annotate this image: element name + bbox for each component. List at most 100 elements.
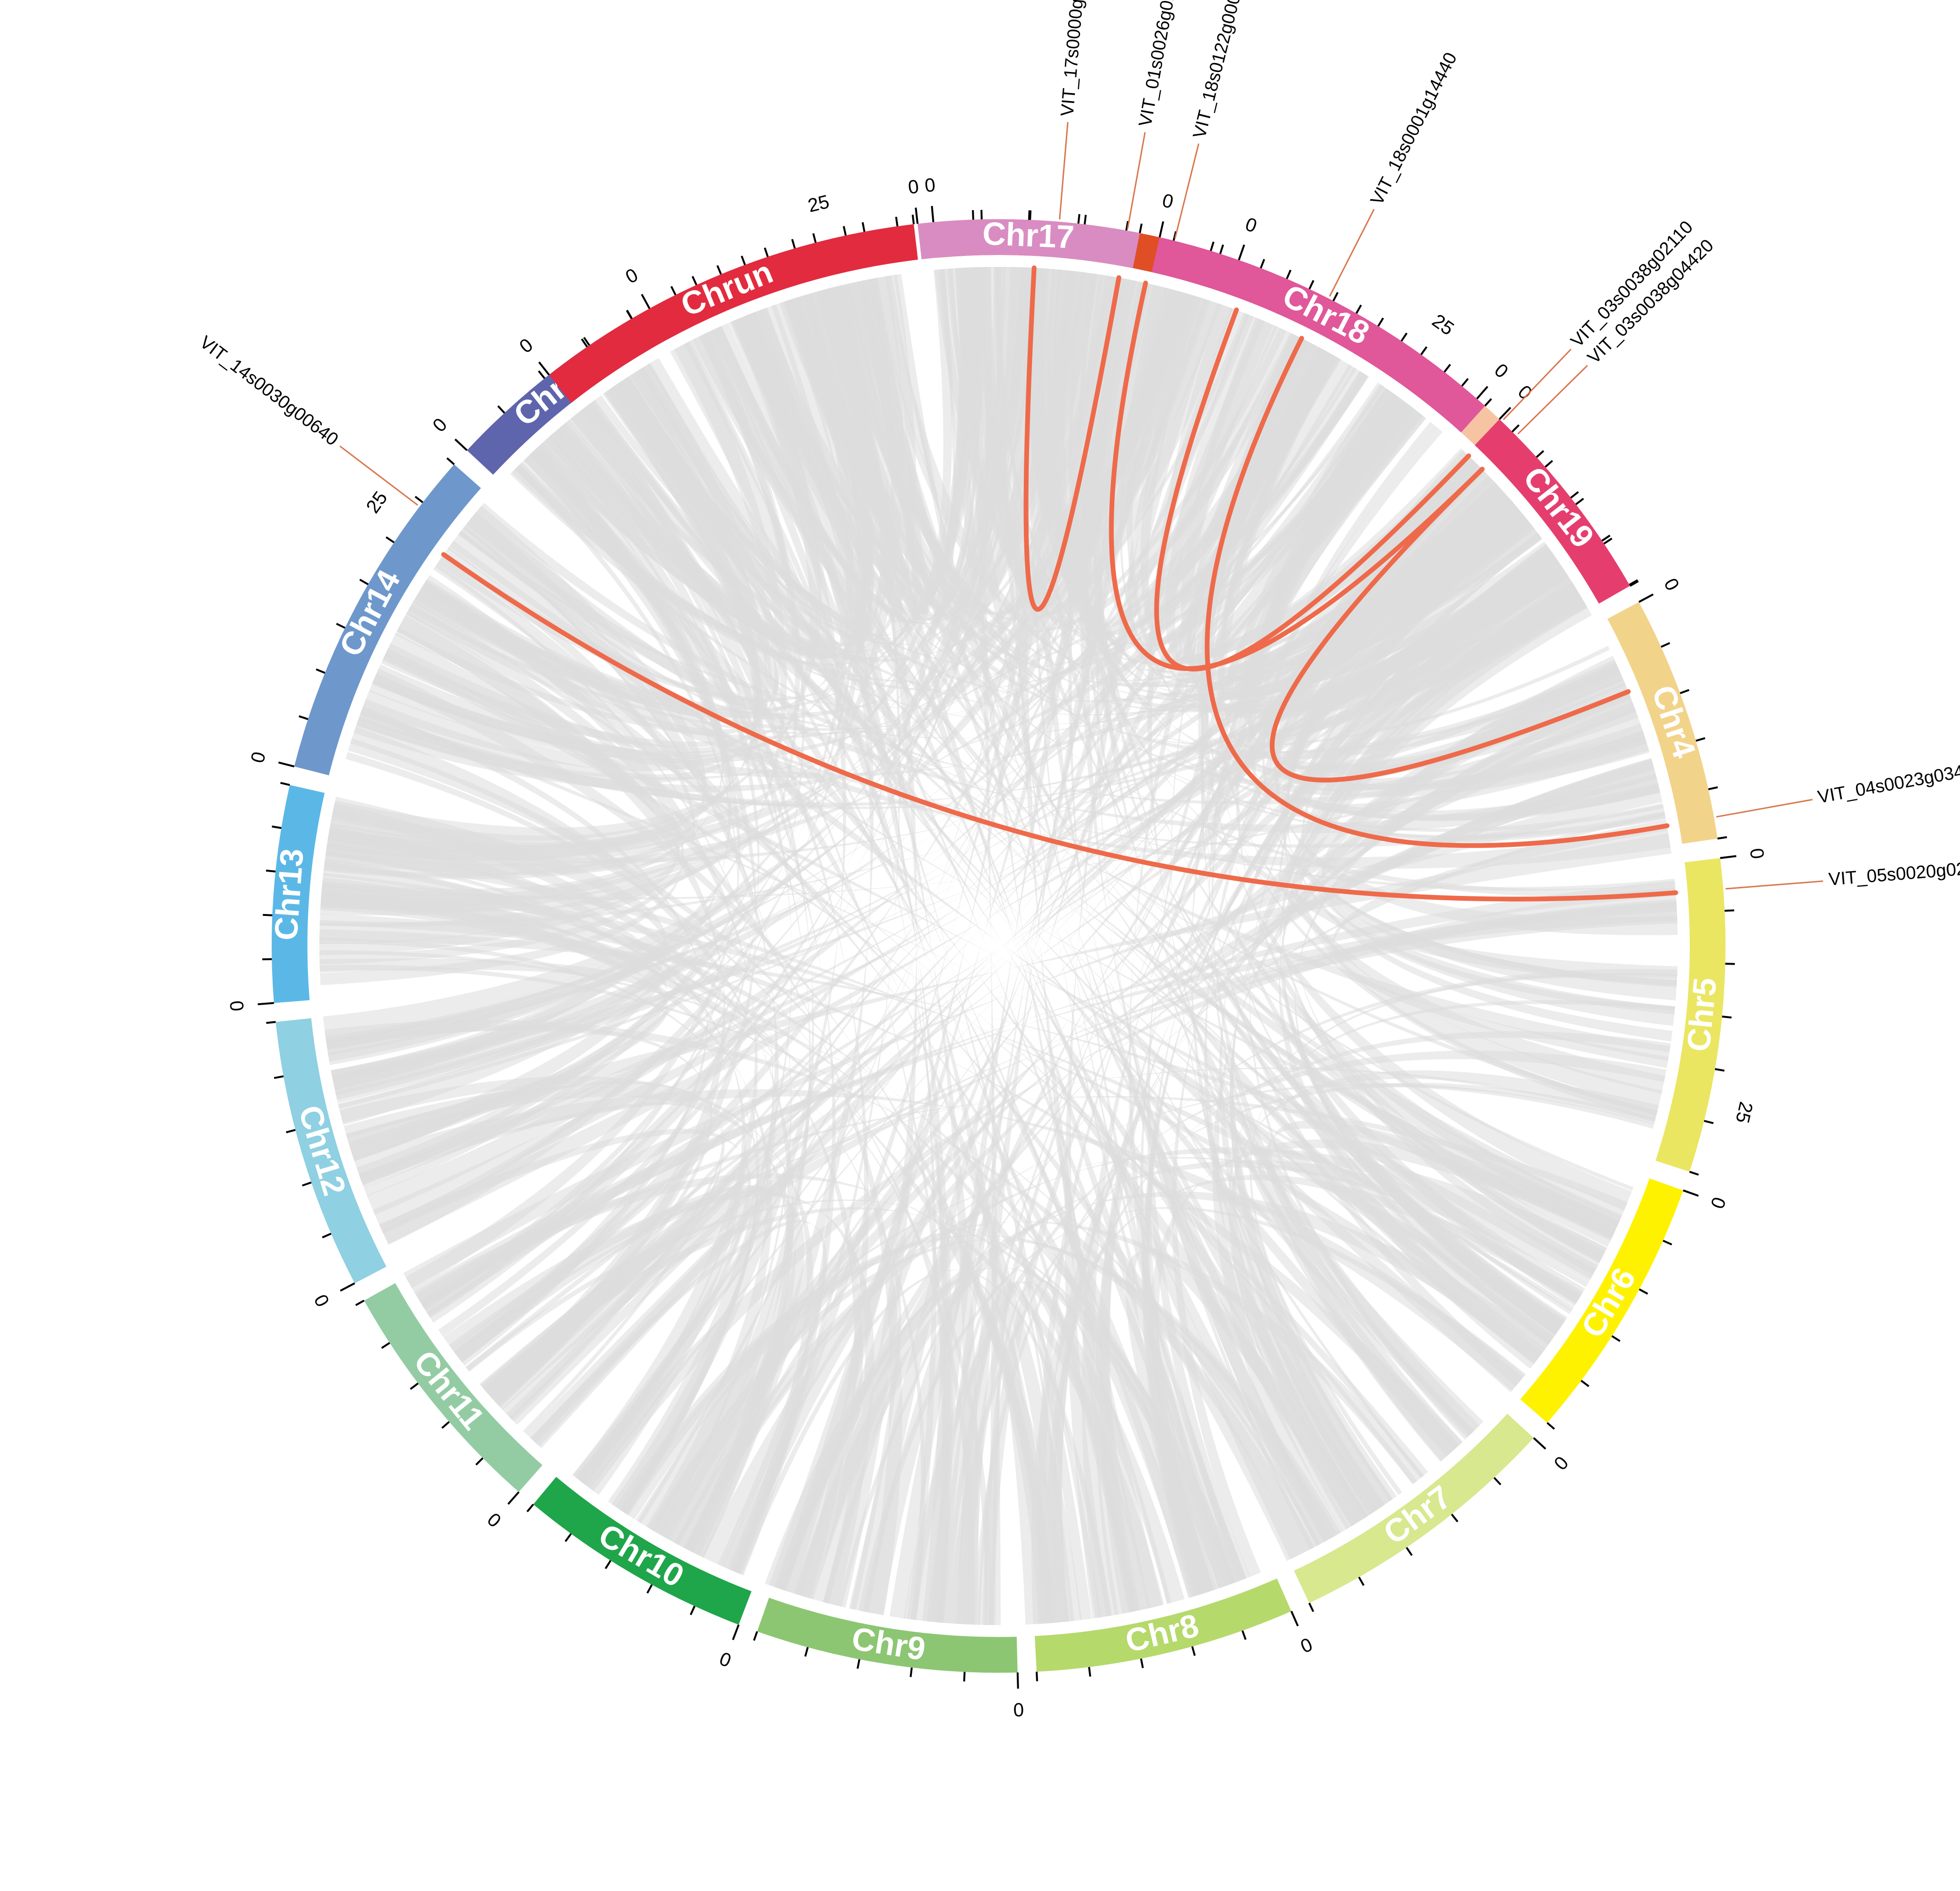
chromosome-label: Chr9 (849, 1620, 928, 1667)
tick-mark (909, 1667, 913, 1678)
tick-mark (804, 1647, 809, 1657)
tick-mark (1708, 786, 1718, 791)
background-link (420, 575, 758, 1485)
background-link (1235, 388, 1607, 1263)
tick-mark (1219, 244, 1224, 254)
highlight-link (1023, 265, 1122, 612)
tick-mark (1029, 210, 1031, 220)
tick-mark (538, 361, 550, 376)
background-link (732, 267, 1018, 621)
tick-label: 0 (1243, 214, 1260, 237)
gene-label: VIT_18s0122g00050 (1189, 0, 1249, 140)
background-link (321, 447, 725, 897)
tick-mark (1536, 450, 1544, 458)
background-link (635, 363, 1379, 1518)
background-link (1051, 269, 1510, 677)
tick-mark (581, 338, 588, 347)
chromosome-label: Chr5 (1680, 976, 1724, 1053)
background-link (1211, 393, 1463, 1454)
gene-label: VIT_18s0001g14440 (1367, 50, 1461, 208)
tick-mark (1639, 1288, 1648, 1295)
tick-mark (1158, 221, 1164, 238)
background-link (954, 287, 1185, 1625)
tick-label: 0 (1746, 847, 1767, 860)
tick-mark (1241, 1630, 1247, 1640)
chromosome-arc-chr18 (1152, 237, 1485, 433)
tick-mark (1601, 534, 1611, 542)
tick-label: 0 (1706, 1194, 1730, 1211)
chromosome-arc-chr5 (1655, 858, 1725, 1172)
tick-mark (336, 622, 346, 629)
gene-label: VIT_04s0023g03470 (1816, 758, 1960, 808)
tick-mark (716, 265, 722, 275)
tick-mark (322, 1232, 332, 1239)
tick-mark (732, 1624, 740, 1640)
gene-label: VIT_14s0030g00640 (196, 332, 342, 450)
background-link (479, 1185, 772, 1486)
background-link (550, 282, 890, 659)
tick-mark (1286, 269, 1292, 279)
tick-mark (475, 1457, 484, 1466)
synteny-links-highlighted (441, 265, 1678, 902)
background-link (423, 585, 1581, 1317)
tick-mark (857, 1659, 860, 1669)
tick-mark (538, 370, 546, 379)
gene-label-line (1127, 132, 1146, 229)
tick-mark (1400, 332, 1408, 342)
gene-label-line (1502, 348, 1572, 420)
gene-label-line (1174, 143, 1200, 239)
tick-mark (1570, 491, 1579, 499)
tick-mark (895, 216, 898, 227)
tick-mark (1125, 221, 1129, 231)
tick-label: 0 (226, 1000, 248, 1012)
tick-label: 0 (907, 176, 920, 198)
tick-mark (812, 233, 817, 243)
tick-mark (843, 226, 847, 236)
tick-mark (302, 1181, 312, 1187)
tick-mark (286, 1129, 296, 1133)
background-link (379, 546, 1560, 1244)
tick-mark (1629, 580, 1639, 587)
tick-mark (1575, 498, 1584, 505)
background-link (331, 803, 863, 1604)
tick-mark (670, 286, 677, 295)
chromosome-arc-chr10 (533, 1477, 752, 1625)
tick-mark (385, 536, 395, 543)
tick-label: 0 (1660, 575, 1683, 594)
background-link (1064, 298, 1220, 1619)
gene-label-line (339, 445, 419, 506)
tick-mark (1308, 280, 1315, 290)
gene-label-line (1517, 365, 1588, 435)
background-link (1200, 334, 1632, 1211)
tick-mark (1717, 836, 1727, 840)
gene-label: VIT_17s0000g05530 (1057, 0, 1091, 117)
tick-mark (272, 825, 282, 829)
tick-mark (1420, 346, 1428, 356)
tick-mark (1210, 241, 1215, 251)
tick-mark (764, 247, 769, 257)
background-link (1238, 406, 1584, 738)
tick-mark (861, 222, 866, 232)
background-link (1258, 1149, 1580, 1436)
chromosome-label: Chr13 (268, 847, 311, 942)
tick-mark (1406, 1547, 1413, 1556)
background-link (572, 413, 792, 1495)
tick-mark (1308, 1602, 1315, 1612)
tick-mark (1083, 214, 1087, 224)
background-link (1094, 559, 1569, 1616)
highlight-link (1269, 467, 1631, 783)
background-link (1212, 656, 1622, 1542)
tick-mark (1704, 1120, 1714, 1124)
tick-mark (454, 438, 468, 451)
chromosome-arc-chr17 (918, 219, 1140, 268)
background-link (358, 331, 800, 1186)
gene-label: VIT_05s0020g02050 (1828, 856, 1960, 890)
tick-mark (1511, 424, 1520, 433)
tick-label: 25 (806, 191, 832, 216)
background-link (1125, 1248, 1369, 1596)
tick-mark (1546, 1422, 1555, 1430)
tick-mark (1603, 538, 1613, 545)
background-link (323, 344, 1331, 879)
tick-mark (564, 1533, 572, 1542)
tick-mark (497, 405, 505, 414)
